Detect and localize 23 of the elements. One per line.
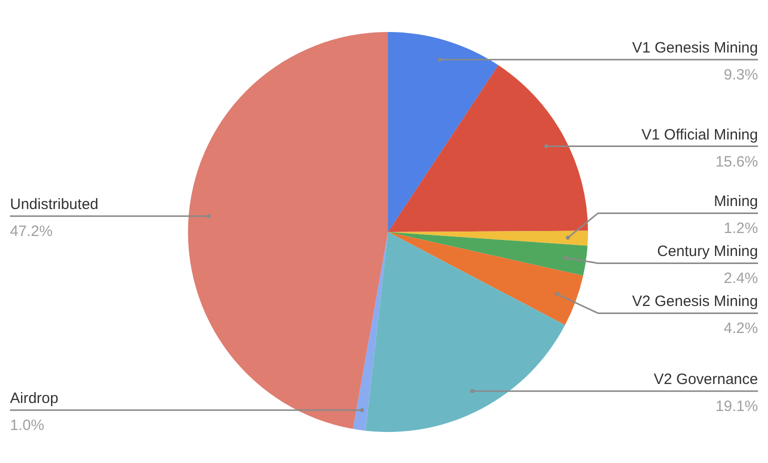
pie-slice (388, 32, 498, 232)
slice-label: V2 Genesis Mining (632, 293, 758, 310)
pie-slice (388, 232, 584, 326)
pie-slice (188, 32, 388, 429)
data-label: 19.1% (715, 398, 758, 416)
data-label: 15.6% (715, 153, 758, 170)
slice-label: V1 Official Mining (642, 126, 758, 144)
slice-label: V2 Governance (654, 371, 758, 388)
slice-label: Century Mining (657, 243, 758, 260)
data-label: 1.0% (10, 417, 44, 434)
slice-label: V1 Genesis Mining (632, 40, 758, 57)
pie-slice (388, 65, 588, 232)
data-label: 4.2% (724, 320, 758, 338)
pie-slice (388, 232, 588, 276)
data-label: 9.3% (724, 66, 758, 84)
pie-slice (365, 232, 566, 432)
slice-label: Airdrop (10, 390, 58, 408)
slice-label: Mining (714, 193, 758, 210)
slice-label: Undistributed (10, 196, 98, 214)
data-label: 47.2% (10, 223, 53, 240)
data-label: 1.2% (724, 220, 758, 238)
data-label: 2.4% (724, 270, 758, 288)
pie-slice (352, 232, 388, 431)
